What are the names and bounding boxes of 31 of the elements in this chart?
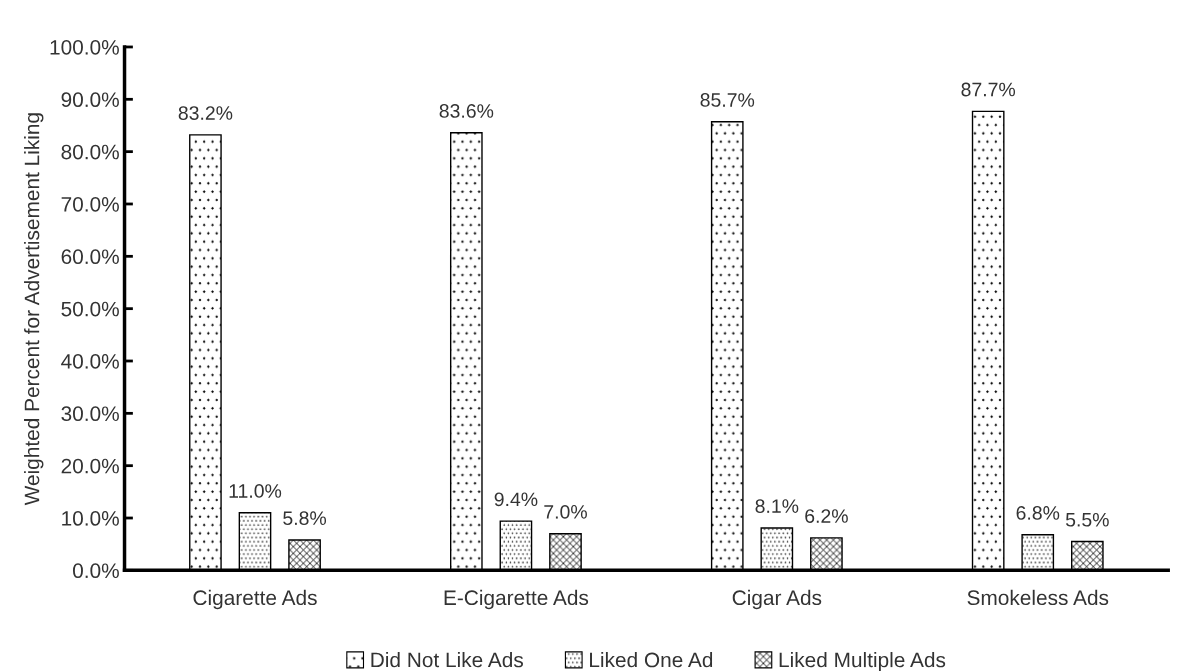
data-label: 9.4%: [494, 492, 538, 507]
y-tick-label: 20.0%: [61, 458, 119, 474]
legend-label: Did Not Like Ads: [371, 652, 523, 668]
y-tick-label: 90.0%: [61, 92, 119, 108]
y-tick-label: 30.0%: [61, 406, 119, 422]
x-tick-label: Cigarette Ads: [193, 589, 317, 610]
y-axis-title: Weighted Percent for Advertisement Liking: [24, 113, 44, 506]
y-tick-label: 100.0%: [50, 39, 119, 55]
y-tick-label: 80.0%: [61, 144, 119, 160]
data-label: 83.2%: [178, 106, 233, 120]
data-label: 11.0%: [229, 484, 282, 498]
data-label: 5.8%: [283, 511, 327, 526]
x-tick-label: Cigar Ads: [732, 589, 822, 610]
data-label: 8.1%: [755, 499, 799, 513]
data-label: 6.8%: [1016, 506, 1060, 520]
y-tick-label: 60.0%: [61, 249, 119, 265]
data-label: 83.6%: [439, 104, 494, 118]
y-tick-label: 0.0%: [73, 563, 119, 579]
y-tick-label: 50.0%: [61, 301, 119, 317]
data-label: 85.7%: [700, 93, 755, 107]
data-label: 7.0%: [544, 504, 587, 519]
legend-label: Liked Multiple Ads: [779, 652, 946, 671]
data-label: 6.2%: [805, 509, 848, 523]
y-tick-label: 10.0%: [62, 511, 119, 526]
y-tick-label: 40.0%: [61, 354, 119, 369]
data-label: 87.7%: [961, 82, 1016, 97]
data-label: 5.5%: [1065, 512, 1109, 527]
x-tick-label: E-Cigarette Ads: [444, 589, 589, 610]
y-tick-label: 70.0%: [61, 196, 119, 212]
legend-label: Liked One Ad: [590, 652, 713, 668]
x-tick-label: Smokeless Ads: [967, 589, 1109, 606]
